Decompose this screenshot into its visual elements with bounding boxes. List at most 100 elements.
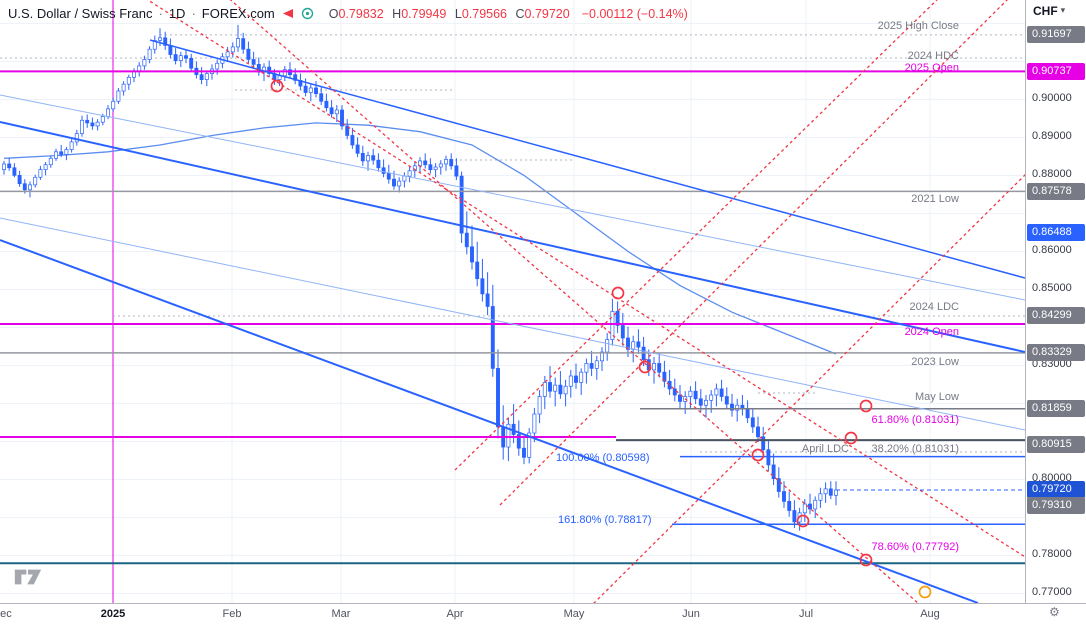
dotted-trendline[interactable] xyxy=(140,0,1025,560)
signal-circle[interactable] xyxy=(859,399,873,413)
candlestick[interactable] xyxy=(116,90,121,102)
candlestick[interactable] xyxy=(38,169,43,178)
candlestick[interactable] xyxy=(251,59,256,65)
candlestick[interactable] xyxy=(163,37,168,46)
candlestick[interactable] xyxy=(615,311,620,326)
candlestick[interactable] xyxy=(475,261,480,280)
candlestick[interactable] xyxy=(698,398,703,406)
candlestick[interactable] xyxy=(137,65,142,72)
currency-selector[interactable]: CHF ▾ xyxy=(1033,4,1065,18)
candlestick[interactable] xyxy=(267,66,272,74)
candlestick[interactable] xyxy=(782,491,786,502)
signal-circle[interactable] xyxy=(844,431,858,445)
candlestick[interactable] xyxy=(485,293,490,307)
market-status-icon[interactable] xyxy=(301,7,314,20)
candlestick[interactable] xyxy=(355,144,360,154)
candlestick[interactable] xyxy=(282,69,287,77)
candlestick[interactable] xyxy=(428,164,433,171)
candlestick[interactable] xyxy=(730,403,734,411)
candlestick[interactable] xyxy=(189,57,194,69)
candlestick[interactable] xyxy=(397,180,402,187)
candlestick[interactable] xyxy=(735,404,740,411)
candlestick[interactable] xyxy=(246,48,251,60)
candlestick[interactable] xyxy=(386,173,391,180)
candlestick[interactable] xyxy=(558,384,563,395)
candlestick[interactable] xyxy=(750,417,755,428)
candlestick[interactable] xyxy=(516,434,521,449)
candlestick[interactable] xyxy=(553,384,558,392)
candlestick[interactable] xyxy=(95,121,100,127)
candlestick[interactable] xyxy=(54,151,58,159)
candlestick[interactable] xyxy=(111,100,116,110)
candlestick[interactable] xyxy=(381,167,386,174)
trendline[interactable] xyxy=(0,94,1025,301)
candlestick[interactable] xyxy=(371,155,376,161)
candlestick[interactable] xyxy=(464,232,469,248)
candlestick[interactable] xyxy=(184,55,188,59)
candlestick[interactable] xyxy=(340,109,344,127)
candlestick[interactable] xyxy=(771,464,776,479)
candlestick[interactable] xyxy=(594,360,599,369)
candlestick[interactable] xyxy=(407,170,412,177)
candlestick[interactable] xyxy=(522,447,526,458)
candlestick[interactable] xyxy=(704,399,708,406)
chart-pane[interactable]: U.S. Dollar / Swiss Franc · 1D · FOREX.c… xyxy=(0,0,1025,603)
dotted-trendline[interactable] xyxy=(454,0,945,471)
symbol-title[interactable]: U.S. Dollar / Swiss Franc xyxy=(8,6,153,21)
candlestick[interactable] xyxy=(204,73,209,80)
candlestick[interactable] xyxy=(610,311,615,340)
candlestick[interactable] xyxy=(376,159,381,169)
candlestick[interactable] xyxy=(418,160,422,167)
candlestick[interactable] xyxy=(454,165,459,177)
candlestick[interactable] xyxy=(714,388,719,396)
candlestick[interactable] xyxy=(28,184,32,191)
candlestick[interactable] xyxy=(568,375,573,387)
candlestick[interactable] xyxy=(147,48,152,60)
candlestick[interactable] xyxy=(423,160,428,166)
candlestick[interactable] xyxy=(584,363,589,373)
candlestick[interactable] xyxy=(324,100,329,109)
candlestick[interactable] xyxy=(334,109,339,115)
candlestick[interactable] xyxy=(366,155,370,162)
candlestick[interactable] xyxy=(225,51,230,58)
price-axis[interactable]: CHF ▾ 0.90000 0.89000 0.88000 0.86000 0.8500… xyxy=(1025,0,1086,603)
candlestick[interactable] xyxy=(792,510,797,523)
candlestick[interactable] xyxy=(293,74,298,81)
candlestick[interactable] xyxy=(43,164,48,171)
candlestick[interactable] xyxy=(173,54,178,61)
candlestick[interactable] xyxy=(64,149,69,155)
candlestick[interactable] xyxy=(693,390,698,400)
exchange-label[interactable]: FOREX.com xyxy=(201,6,275,21)
candlestick[interactable] xyxy=(199,74,204,80)
candlestick[interactable] xyxy=(7,163,12,169)
candlestick[interactable] xyxy=(834,489,838,496)
candlestick[interactable] xyxy=(33,176,38,186)
candlestick[interactable] xyxy=(527,432,532,458)
candlestick[interactable] xyxy=(2,163,6,171)
candlestick[interactable] xyxy=(459,175,464,234)
candlestick[interactable] xyxy=(314,87,318,95)
candlestick[interactable] xyxy=(636,341,641,348)
candlestick[interactable] xyxy=(688,390,693,397)
candlestick[interactable] xyxy=(620,325,625,339)
candlestick[interactable] xyxy=(776,478,781,492)
candlestick[interactable] xyxy=(828,488,833,496)
candlestick[interactable] xyxy=(277,75,282,80)
candlestick[interactable] xyxy=(392,178,396,187)
flag-icon[interactable] xyxy=(281,8,294,20)
trendline[interactable] xyxy=(149,39,1025,279)
candlestick[interactable] xyxy=(802,503,807,514)
candlestick[interactable] xyxy=(657,363,662,373)
candlestick[interactable] xyxy=(709,394,714,401)
candlestick[interactable] xyxy=(142,59,147,67)
tradingview-logo[interactable] xyxy=(14,568,42,591)
candlestick[interactable] xyxy=(350,135,355,146)
candlestick[interactable] xyxy=(579,371,584,383)
candlestick[interactable] xyxy=(724,396,729,405)
candlestick[interactable] xyxy=(761,436,766,451)
candlestick[interactable] xyxy=(100,116,105,123)
candlestick[interactable] xyxy=(152,40,157,50)
candlestick[interactable] xyxy=(756,426,760,438)
candlestick[interactable] xyxy=(69,141,74,150)
trendline[interactable] xyxy=(0,121,1025,353)
